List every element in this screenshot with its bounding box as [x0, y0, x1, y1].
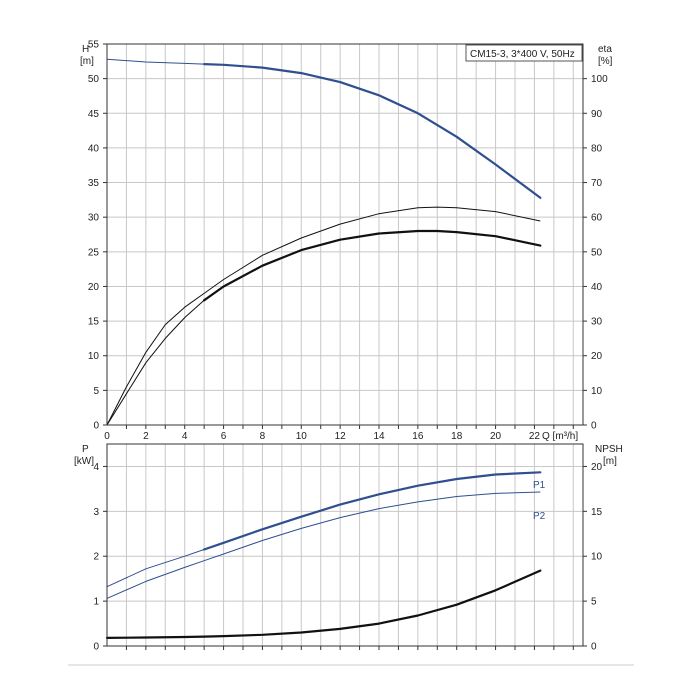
- bottom-plot-frame: [106, 443, 584, 647]
- top-left-axis-ticks: 0 5 10 15 20 25 30 35 40 45 50 55: [88, 40, 107, 432]
- bottom-right-axis-ticks: 0 5 10 15 20: [583, 462, 603, 653]
- x-tick-label: 20: [490, 431, 502, 442]
- top-right-tick-label: 80: [591, 143, 603, 154]
- bottom-right-tick-label: 10: [591, 552, 603, 563]
- h-axis-label: H: [82, 44, 89, 55]
- top-left-tick-label: 55: [88, 40, 100, 51]
- bottom-right-tick-label: 20: [591, 462, 603, 473]
- legend-box: [465, 44, 583, 62]
- bottom-chart-grid: [107, 444, 583, 650]
- top-series-0-line: [106, 58, 541, 199]
- top-series-1-operating-range: [203, 229, 542, 302]
- top-left-tick-label: 15: [88, 317, 100, 328]
- p1-series-label: P1: [533, 480, 546, 491]
- top-left-tick-label: 0: [93, 421, 99, 432]
- x-tick-label: 8: [260, 431, 266, 442]
- top-right-axis-ticks: 0 10 20 30 40 50 60 70 80 90 100: [583, 74, 608, 432]
- bottom-left-tick-label: 4: [93, 462, 99, 473]
- top-series-1-line: [106, 230, 541, 426]
- top-left-tick-label: 45: [88, 109, 100, 120]
- top-left-tick-label: 35: [88, 178, 100, 189]
- top-left-tick-label: 50: [88, 74, 100, 85]
- x-axis-label: Q [m³/h]: [542, 431, 578, 442]
- bottom-series-0-operating-range: [203, 471, 542, 551]
- x-tick-label: 22: [529, 431, 541, 442]
- top-left-tick-label: 20: [88, 282, 100, 293]
- top-plot-frame: [106, 43, 584, 426]
- top-right-tick-label: 70: [591, 178, 603, 189]
- top-right-tick-label: 50: [591, 247, 603, 258]
- top-right-tick-label: 20: [591, 351, 603, 362]
- top-left-tick-label: 25: [88, 247, 100, 258]
- bottom-left-tick-label: 3: [93, 507, 99, 518]
- x-tick-label: 4: [182, 431, 188, 442]
- top-series-0-operating-range: [203, 62, 542, 199]
- bottom-right-tick-label: 5: [591, 597, 597, 608]
- x-tick-label: 0: [104, 431, 110, 442]
- top-right-tick-label: 40: [591, 282, 603, 293]
- bottom-series-0-line: [106, 471, 541, 588]
- top-left-tick-label: 40: [88, 143, 100, 154]
- legend-box-text: CM15-3, 3*400 V, 50Hz: [470, 49, 575, 60]
- x-tick-label: 14: [373, 431, 385, 442]
- bottom-right-tick-label: 15: [591, 507, 603, 518]
- p-axis-label: P: [82, 444, 89, 455]
- bottom-series-2-line: [106, 570, 541, 639]
- top-series-2-line: [106, 206, 541, 426]
- h-axis-unit: [m]: [80, 56, 94, 67]
- top-chart-grid: [107, 43, 583, 429]
- bottom-series-2-operating-range: [105, 569, 542, 639]
- x-tick-label: 2: [143, 431, 149, 442]
- top-right-tick-label: 10: [591, 386, 603, 397]
- p-axis-unit: [kW]: [74, 456, 94, 467]
- p2-series-label: P2: [533, 511, 546, 522]
- bottom-series-1-line: [106, 491, 541, 599]
- x-tick-label: 6: [221, 431, 227, 442]
- bottom-left-tick-label: 0: [93, 642, 99, 653]
- top-right-tick-label: 0: [591, 421, 597, 432]
- bottom-left-tick-label: 1: [93, 597, 99, 608]
- x-tick-label: 10: [296, 431, 308, 442]
- top-right-tick-label: 60: [591, 213, 603, 224]
- bottom-right-tick-label: 0: [591, 642, 597, 653]
- npsh-axis-unit: [m]: [603, 456, 617, 467]
- x-axis-ticks: 0 2 4 6 8 10 12 14 16 18 20 22: [104, 431, 540, 442]
- bottom-left-axis-ticks: 0 1 2 3 4: [93, 462, 107, 653]
- x-tick-label: 12: [335, 431, 347, 442]
- eta-axis-unit: [%]: [598, 56, 613, 67]
- top-right-tick-label: 30: [591, 317, 603, 328]
- x-tick-label: 18: [451, 431, 463, 442]
- x-tick-label: 16: [412, 431, 424, 442]
- bottom-left-tick-label: 2: [93, 552, 99, 563]
- top-left-tick-label: 10: [88, 351, 100, 362]
- top-right-tick-label: 90: [591, 109, 603, 120]
- eta-axis-label: eta: [598, 44, 612, 55]
- top-left-tick-label: 30: [88, 213, 100, 224]
- series-layer: [105, 58, 542, 639]
- top-right-tick-label: 100: [591, 74, 608, 85]
- top-left-tick-label: 5: [93, 386, 99, 397]
- npsh-axis-label: NPSH: [595, 444, 623, 455]
